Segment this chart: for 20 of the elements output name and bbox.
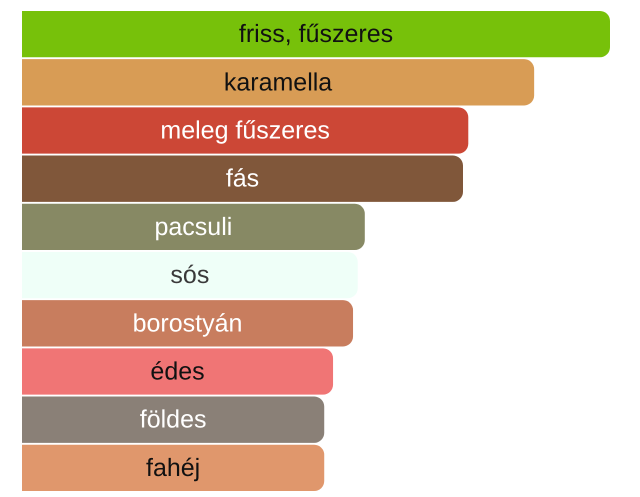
- bar: [22, 156, 463, 202]
- bar: [22, 444, 324, 492]
- bar: [22, 396, 324, 443]
- y-tick-label: fahéj: [146, 454, 200, 482]
- bar: [22, 300, 354, 346]
- bar: [22, 252, 358, 298]
- bar: [22, 59, 534, 106]
- y-tick-label: pacsuli: [154, 212, 232, 241]
- y-tick-label: meleg fűszeres: [160, 116, 330, 144]
- bar: [22, 348, 334, 395]
- y-tick-label: sós: [170, 261, 210, 290]
- bar: [22, 204, 365, 250]
- y-tick-label: borostyán: [132, 309, 242, 338]
- y-tick-label: fás: [226, 164, 260, 193]
- y-tick-label: földes: [140, 406, 206, 434]
- bar: [22, 10, 610, 58]
- y-tick-label: karamella: [224, 68, 332, 96]
- y-tick-label: friss, fűszeres: [238, 20, 394, 48]
- bar: [22, 107, 468, 154]
- y-tick-label: édes: [150, 358, 205, 386]
